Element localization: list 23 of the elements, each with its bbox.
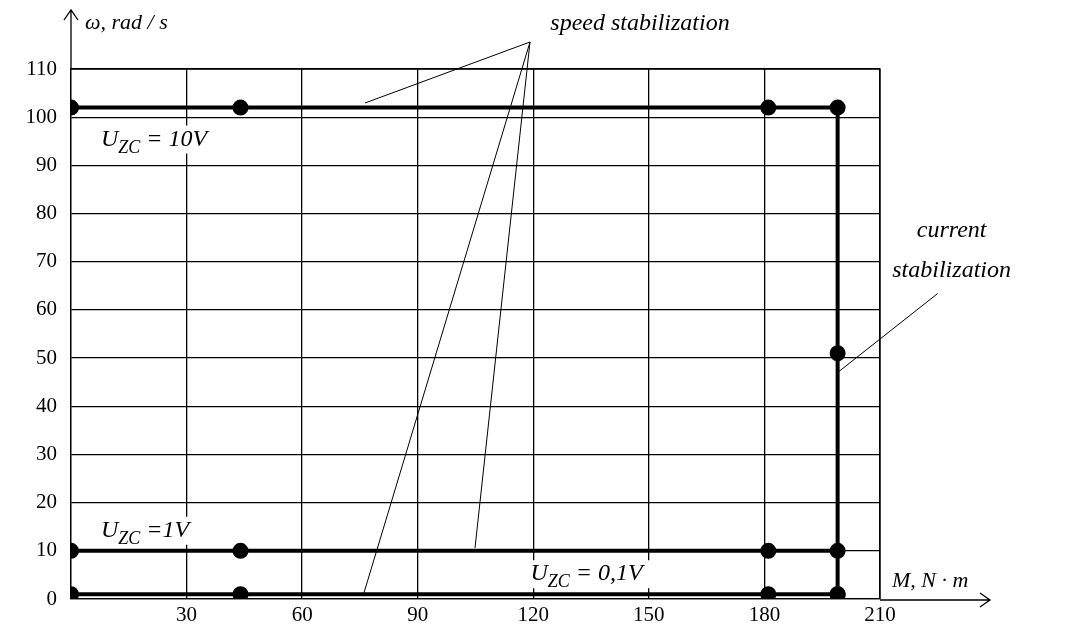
y-axis-title: ω, rad / s [85, 9, 168, 34]
y-tick-label: 90 [36, 151, 57, 176]
y-tick-label: 50 [36, 344, 57, 369]
x-axis-title: M, N · m [891, 567, 969, 592]
y-tick-label: 110 [26, 55, 57, 80]
y-tick-label: 40 [36, 392, 57, 417]
y-tick-label: 0 [46, 585, 57, 610]
y-tick-label: 80 [36, 200, 57, 225]
y-tick-label: 60 [36, 296, 57, 321]
x-tick-label: 120 [517, 602, 550, 627]
text: speed stabilization [550, 9, 730, 35]
x-tick-label: 180 [748, 602, 781, 627]
x-tick-label: 210 [864, 602, 896, 627]
y-tick-label: 70 [36, 248, 57, 273]
y-tick-label: 20 [36, 489, 57, 514]
x-tick-label: 60 [291, 602, 313, 627]
annotation: current stabilization [892, 215, 1011, 282]
x-tick-label: 150 [633, 602, 665, 627]
y-tick-label: 100 [25, 103, 57, 128]
y-tick-label: 10 [36, 537, 57, 562]
y-tick-label: 30 [36, 440, 57, 465]
x-tick-label: 90 [407, 602, 429, 627]
x-tick-label: 30 [176, 602, 198, 627]
